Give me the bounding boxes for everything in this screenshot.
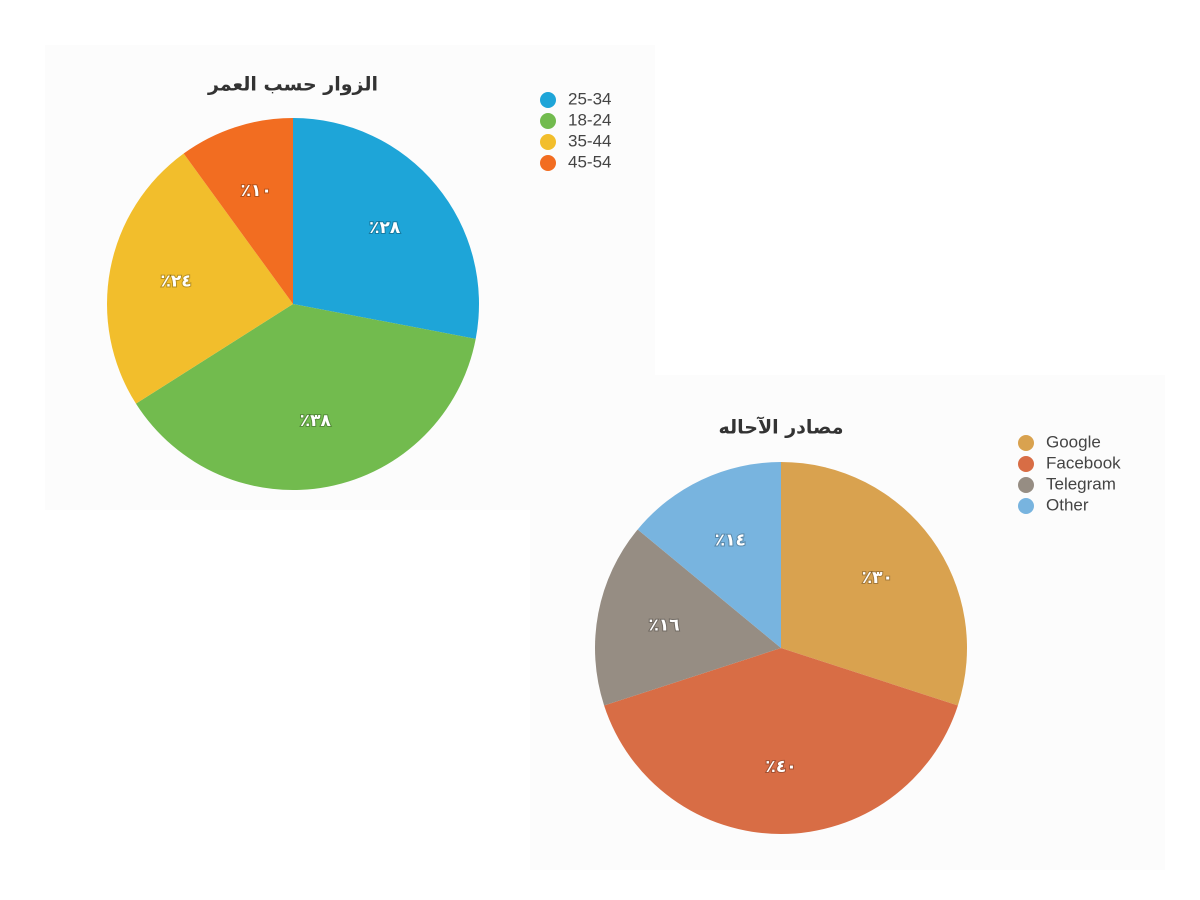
value-label: ٪١٤ <box>715 530 746 550</box>
legend-swatch <box>1018 477 1034 493</box>
legend-label: 25-34 <box>568 89 611 108</box>
legend-swatch <box>540 134 556 150</box>
pie-slice <box>135 304 476 490</box>
legend-label: Google <box>1046 432 1101 451</box>
pie-slice <box>293 118 479 339</box>
legend-label: 45-54 <box>568 152 611 171</box>
value-label: ٪٢٤ <box>160 272 191 292</box>
legend-swatch <box>1018 435 1034 451</box>
legend-swatch <box>540 155 556 171</box>
legend-label: 18-24 <box>568 110 611 129</box>
chart-title: الزوار حسب العمر <box>207 74 378 96</box>
pie-slice <box>637 462 781 648</box>
value-label: ٪٤٠ <box>765 757 796 777</box>
legend-swatch <box>1018 498 1034 514</box>
value-label: ٪١٦ <box>648 616 679 636</box>
legend-swatch <box>540 113 556 129</box>
legend-label: Telegram <box>1046 474 1116 493</box>
pie-slice <box>604 648 958 834</box>
pie-slice <box>595 529 781 706</box>
value-label: ٪١٠ <box>241 181 272 201</box>
legend-label: Other <box>1046 495 1089 514</box>
value-label: ٪٣٨ <box>300 411 332 431</box>
legend-swatch <box>540 92 556 108</box>
legend-label: Facebook <box>1046 453 1121 472</box>
pie-slice <box>106 153 293 404</box>
value-label: ٪٢٨ <box>369 218 401 238</box>
value-label: ٪٣٠ <box>862 568 893 588</box>
chart-title: مصادر الآحاله <box>718 416 843 439</box>
legend-label: 35-44 <box>568 131 611 150</box>
pie-slice <box>183 118 293 304</box>
legend-swatch <box>1018 456 1034 472</box>
pie-slice <box>781 462 967 706</box>
